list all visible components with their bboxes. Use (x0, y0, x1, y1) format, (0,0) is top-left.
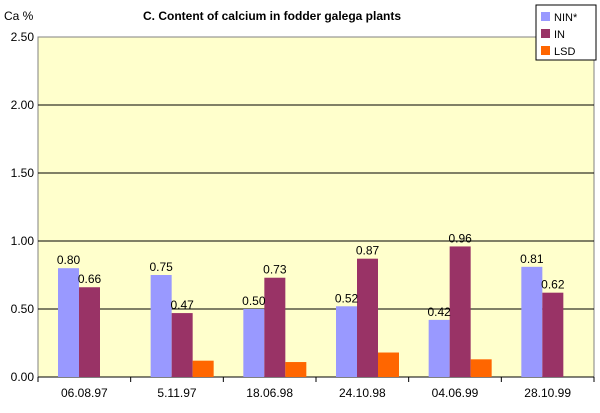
bars (58, 246, 564, 377)
x-tick-label: 5.11.97 (157, 386, 196, 400)
data-label: 0.87 (356, 244, 380, 258)
data-label: 0.75 (149, 260, 173, 274)
chart-title: C. Content of calcium in fodder galega p… (143, 9, 401, 23)
x-tick-label: 04.06.99 (432, 386, 479, 400)
bar-lsd (192, 360, 214, 377)
y-tick-label: 1.00 (11, 234, 35, 248)
y-tick-label: 1.50 (11, 166, 35, 180)
legend-swatch (541, 29, 550, 38)
legend-label: LSD (554, 46, 575, 58)
y-tick-label: 2.00 (11, 98, 35, 112)
legend-label: IN (554, 29, 565, 41)
bar-lsd (378, 352, 399, 377)
bar-in (542, 292, 564, 377)
bar-in (264, 277, 286, 377)
x-axis-ticks: 06.08.97 5.11.97 18.06.98 24.10.98 04.06.99 2… (37, 377, 595, 400)
legend-label: NIN* (554, 12, 578, 24)
data-label: 0.42 (427, 305, 451, 319)
bar-nin (58, 268, 79, 377)
x-tick-label: 18.06.98 (246, 386, 293, 400)
data-label: 0.52 (335, 291, 359, 305)
bar-nin (521, 266, 543, 377)
data-label: 0.81 (520, 252, 544, 266)
legend-swatch (541, 46, 550, 55)
plot-area (37, 36, 595, 378)
y-axis-label: Ca % (4, 9, 34, 23)
data-label: 0.66 (78, 272, 102, 286)
data-label: 0.62 (541, 278, 565, 292)
bar-nin (243, 309, 265, 377)
data-label: 0.73 (263, 263, 287, 277)
data-label: 0.47 (170, 298, 194, 312)
y-tick-label: 0.50 (11, 302, 35, 316)
bar-in (357, 258, 378, 377)
bar-nin (428, 319, 450, 377)
bar-lsd (470, 359, 492, 377)
bar-in (449, 246, 471, 377)
x-tick-label: 24.10.98 (339, 386, 386, 400)
bar-nin (150, 275, 172, 377)
x-tick-label: 28.10.99 (524, 386, 571, 400)
data-labels: 0.80 0.66 0.75 0.47 0.50 0.73 0.52 0.87 0.42 0.96… (57, 231, 565, 318)
legend-swatch (541, 12, 550, 21)
data-label: 0.80 (57, 253, 81, 267)
bar-in (171, 313, 193, 377)
y-axis-ticks: 0.00 0.50 1.00 1.50 2.00 2.50 (11, 30, 35, 384)
data-label: 0.96 (448, 231, 472, 245)
y-tick-label: 0.00 (11, 370, 35, 384)
x-tick-label: 06.08.97 (61, 386, 108, 400)
legend: NIN* IN LSD (535, 4, 597, 61)
bar-lsd (285, 362, 307, 377)
bar-in (79, 287, 100, 377)
y-tick-label: 2.50 (11, 30, 35, 44)
data-label: 0.50 (242, 294, 266, 308)
bar-nin (336, 306, 357, 377)
